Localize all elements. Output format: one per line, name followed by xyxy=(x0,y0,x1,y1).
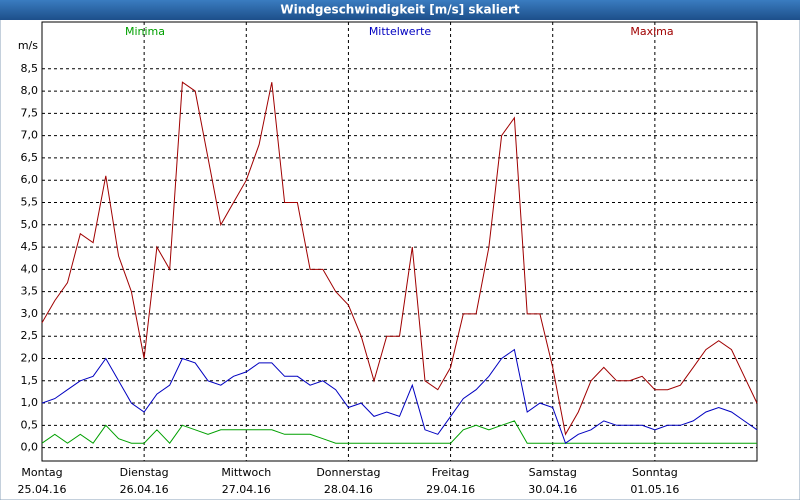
chart-title: Windgeschwindigkeit [m/s] skaliert xyxy=(280,3,520,17)
x-tick-date: 27.04.16 xyxy=(222,483,271,496)
legend-label: Maxima xyxy=(630,25,673,38)
series-line xyxy=(41,81,758,436)
y-tick-label: 6,5 xyxy=(21,151,39,164)
y-tick-label: 1,0 xyxy=(21,396,39,409)
y-tick-label: 5,0 xyxy=(21,218,39,231)
y-tick-label: 3,5 xyxy=(21,285,39,298)
title-bar xyxy=(0,0,800,20)
y-tick-label: 4,0 xyxy=(21,262,39,275)
x-tick-date: 25.04.16 xyxy=(18,483,67,496)
x-tick-label: Donnerstag xyxy=(316,466,380,479)
x-tick-date: 01.05.16 xyxy=(630,483,679,496)
x-tick-label: Samstag xyxy=(529,466,577,479)
y-tick-label: 0,5 xyxy=(21,418,39,431)
x-tick-label: Freitag xyxy=(432,466,470,479)
plot-frame xyxy=(41,21,758,462)
y-tick-label: 8,5 xyxy=(21,62,39,75)
y-tick-label: 8,0 xyxy=(21,84,39,97)
series-line xyxy=(41,420,757,444)
x-tick-label: Dienstag xyxy=(120,466,169,479)
legend-label: Minima xyxy=(125,25,165,38)
x-tick-label: Mittwoch xyxy=(221,466,271,479)
y-tick-label: 1,5 xyxy=(21,374,39,387)
x-tick-date: 30.04.16 xyxy=(528,483,577,496)
y-tick-label: 7,5 xyxy=(21,106,39,119)
y-tick-label: 5,5 xyxy=(21,196,39,209)
x-tick-date: 28.04.16 xyxy=(324,483,373,496)
y-tick-label: 7,0 xyxy=(21,129,39,142)
x-tick-label: Montag xyxy=(21,466,62,479)
y-tick-label: 2,5 xyxy=(21,329,39,342)
y-tick-label: 6,0 xyxy=(21,173,39,186)
y-tick-label: 4,5 xyxy=(21,240,39,253)
y-axis-label: m/s xyxy=(18,39,38,52)
y-tick-label: 2,0 xyxy=(21,351,39,364)
x-tick-date: 29.04.16 xyxy=(426,483,475,496)
legend-label: Mittelwerte xyxy=(369,25,432,38)
y-tick-label: 3,0 xyxy=(21,307,39,320)
x-tick-date: 26.04.16 xyxy=(120,483,169,496)
series-line xyxy=(41,348,758,444)
y-tick-label: 0,0 xyxy=(21,441,39,454)
x-tick-label: Sonntag xyxy=(632,466,678,479)
